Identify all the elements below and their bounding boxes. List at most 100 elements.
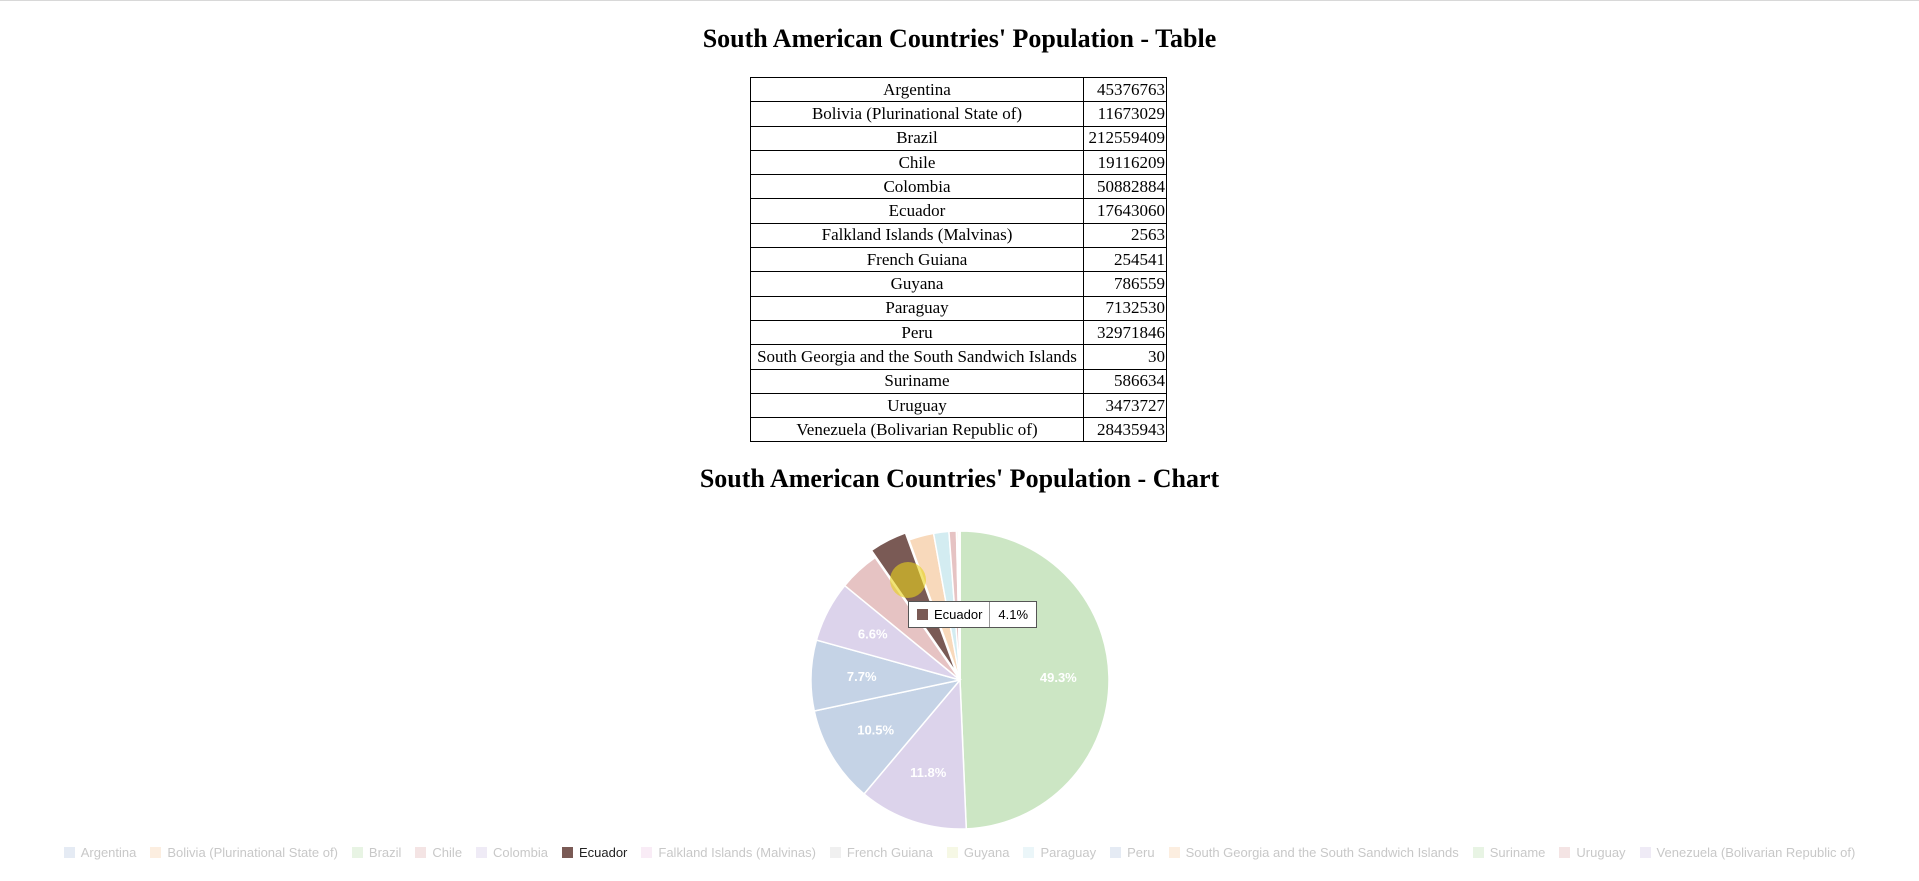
legend-item-venezuela-bolivarian-republic-of[interactable]: Venezuela (Bolivarian Republic of) (1639, 844, 1856, 860)
legend-label: Venezuela (Bolivarian Republic of) (1656, 844, 1856, 860)
table-row: South Georgia and the South Sandwich Isl… (750, 344, 1167, 370)
population-cell: 50882884 (1083, 174, 1167, 200)
legend-item-peru[interactable]: Peru (1110, 845, 1155, 860)
legend-item-argentina[interactable]: Argentina (63, 844, 137, 860)
population-cell: 32971846 (1083, 319, 1167, 346)
legend-item-colombia[interactable]: Colombia (476, 845, 548, 860)
population-cell: 3473727 (1083, 392, 1167, 419)
legend-swatch (351, 846, 363, 858)
legend-swatch (415, 846, 427, 858)
table-row: Guyana 786559 (750, 271, 1167, 297)
pie-slice-chile[interactable] (843, 556, 961, 681)
table-row: Bolivia (Plurinational State of) 11673029 (750, 101, 1167, 127)
legend-item-south-georgia-and-the-south-sandwich-islands[interactable]: South Georgia and the South Sandwich Isl… (1168, 844, 1459, 860)
legend-label: Suriname (1489, 844, 1546, 860)
legend-swatch (1110, 846, 1122, 858)
legend-swatch (1472, 846, 1484, 858)
population-cell: 254541 (1083, 247, 1167, 273)
legend-swatch (1639, 846, 1651, 858)
slice-percent-label: 10.5% (857, 723, 894, 738)
country-cell: South Georgia and the South Sandwich Isl… (750, 344, 1084, 370)
legend-label: Falkland Islands (Malvinas) (658, 844, 816, 860)
pie-slice-argentina[interactable] (813, 678, 962, 796)
population-cell: 28435943 (1083, 417, 1167, 443)
legend-swatch (63, 846, 75, 858)
slice-percent-label: 6.6% (858, 627, 888, 642)
top-divider (0, 0, 1919, 1)
population-cell: 11673029 (1083, 101, 1167, 127)
legend-swatch (1559, 846, 1571, 858)
legend-item-guyana[interactable]: Guyana (946, 844, 1010, 860)
pie-slice-colombia[interactable] (862, 678, 968, 830)
table-row: French Guiana 254541 (750, 247, 1167, 273)
population-cell: 19116209 (1083, 149, 1167, 176)
tooltip-key: Ecuador (909, 602, 991, 627)
table-row: Brazil 212559409 (750, 125, 1167, 151)
table-row: Suriname 586634 (750, 368, 1167, 394)
legend-item-ecuador[interactable]: Ecuador (561, 844, 628, 860)
tooltip-value: 4.1% (998, 607, 1029, 622)
legend-swatch (476, 846, 488, 858)
legend-swatch (946, 846, 958, 858)
population-cell: 212559409 (1083, 125, 1167, 151)
chart-tooltip: Ecuador 4.1% (908, 601, 1038, 628)
tooltip-swatch (917, 609, 928, 620)
population-cell: 30 (1083, 344, 1167, 370)
table-row: Peru 32971846 (750, 319, 1167, 346)
legend-item-paraguay[interactable]: Paraguay (1023, 845, 1096, 860)
country-cell: Peru (750, 319, 1084, 346)
legend-swatch (829, 846, 841, 858)
slice-percent-label: 11.8% (910, 765, 947, 780)
population-cell: 45376763 (1083, 76, 1167, 103)
legend-item-uruguay[interactable]: Uruguay (1559, 844, 1626, 860)
population-cell: 7132530 (1083, 295, 1167, 321)
table-row: Venezuela (Bolivarian Republic of) 284359… (750, 417, 1167, 443)
legend-item-brazil[interactable]: Brazil (351, 844, 402, 860)
legend-label: French Guiana (846, 844, 933, 860)
legend-label: Guyana (963, 844, 1010, 860)
chart-legend: Argentina Bolivia (Plurinational State of… (0, 842, 1919, 862)
population-table: Argentina 45376763 Bolivia (Plurinational … (750, 76, 1167, 443)
country-cell: French Guiana (750, 247, 1084, 273)
legend-swatch (150, 846, 162, 858)
legend-label: Uruguay (1576, 844, 1626, 860)
legend-label: Colombia (493, 844, 548, 860)
country-cell: Suriname (750, 368, 1084, 394)
legend-label: Paraguay (1040, 844, 1097, 860)
table-row: Argentina 45376763 (750, 76, 1167, 103)
country-cell: Falkland Islands (Malvinas) (750, 222, 1084, 249)
legend-label: Chile (432, 844, 463, 860)
legend-label: Ecuador (578, 844, 628, 860)
cursor-highlight-icon (890, 562, 926, 598)
table-row: Uruguay 3473727 (750, 392, 1167, 419)
table-row: Falkland Islands (Malvinas) 2563 (750, 222, 1167, 249)
legend-swatch (561, 846, 573, 858)
slice-percent-label: 49.3% (1040, 670, 1077, 685)
chart-title: South American Countries' Population - C… (699, 464, 1220, 493)
country-cell: Paraguay (750, 295, 1084, 321)
legend-label: Argentina (80, 844, 137, 860)
country-cell: Bolivia (Plurinational State of) (750, 101, 1084, 127)
legend-label: South Georgia and the South Sandwich Isl… (1185, 844, 1459, 860)
population-cell: 2563 (1083, 222, 1167, 249)
country-cell: Venezuela (Bolivarian Republic of) (750, 417, 1084, 443)
legend-item-suriname[interactable]: Suriname (1472, 844, 1546, 860)
tooltip-label: Ecuador (934, 607, 983, 622)
legend-swatch (1168, 846, 1180, 858)
table-row: Paraguay 7132530 (750, 295, 1167, 321)
country-cell: Argentina (750, 76, 1084, 103)
legend-item-bolivia-plurinational-state-of[interactable]: Bolivia (Plurinational State of) (150, 845, 338, 860)
country-cell: Brazil (750, 125, 1084, 151)
country-cell: Guyana (750, 271, 1084, 297)
legend-item-chile[interactable]: Chile (415, 845, 462, 860)
country-cell: Uruguay (750, 392, 1084, 419)
pie-slice-brazil[interactable] (959, 530, 1110, 830)
legend-label: Bolivia (Plurinational State of) (167, 844, 338, 860)
legend-item-french-guiana[interactable]: French Guiana (829, 844, 933, 860)
legend-item-falkland-islands-malvinas[interactable]: Falkland Islands (Malvinas) (641, 845, 816, 860)
population-cell: 586634 (1083, 368, 1167, 394)
legend-label: Brazil (368, 844, 402, 860)
table-row: Chile 19116209 (750, 149, 1167, 176)
table-title: South American Countries' Population - T… (702, 24, 1217, 53)
